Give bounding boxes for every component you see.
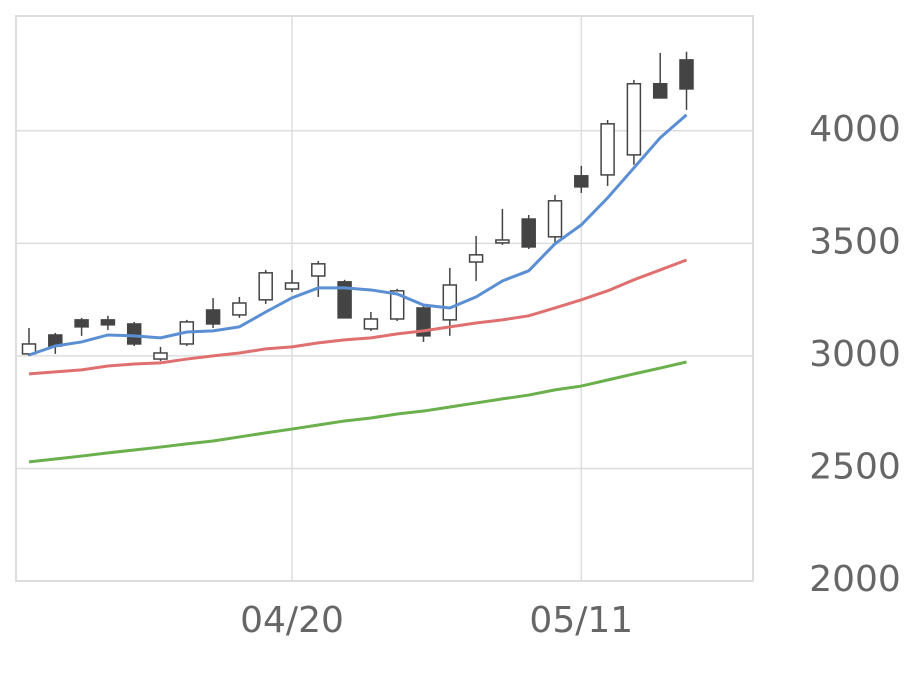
candle-body [126, 323, 142, 345]
candle-body [574, 175, 589, 188]
y-tick-label: 2500 [809, 446, 901, 487]
moving-average-line [28, 360, 687, 464]
candle-body [284, 282, 300, 290]
y-tick-label: 4000 [809, 109, 901, 150]
candle-body [521, 218, 536, 248]
candle-body [337, 281, 352, 319]
candle-body [600, 123, 615, 176]
candle-body [547, 200, 563, 238]
candle-body [679, 59, 694, 90]
moving-average-line [28, 113, 688, 357]
candle-body [495, 239, 510, 244]
candle-body [442, 284, 458, 321]
candle-body [626, 83, 642, 156]
candle-body [100, 319, 116, 326]
x-tick-label: 04/20 [240, 600, 344, 641]
candle-body [311, 263, 326, 277]
candle-body [258, 272, 273, 301]
candle-body [468, 254, 484, 263]
candle-body [363, 318, 379, 330]
candle-body [232, 302, 247, 316]
moving-average-line [28, 258, 688, 376]
candle-body [74, 319, 89, 328]
candle-body [205, 309, 221, 325]
candle-body [416, 307, 431, 337]
y-tick-label: 3500 [809, 221, 901, 262]
candle-body [389, 290, 405, 320]
plot-frame [15, 15, 754, 582]
y-tick-label: 2000 [809, 559, 901, 600]
x-tick-label: 05/11 [529, 600, 633, 641]
candle-body [652, 83, 668, 99]
candle-body [153, 352, 168, 360]
y-tick-label: 3000 [809, 334, 901, 375]
